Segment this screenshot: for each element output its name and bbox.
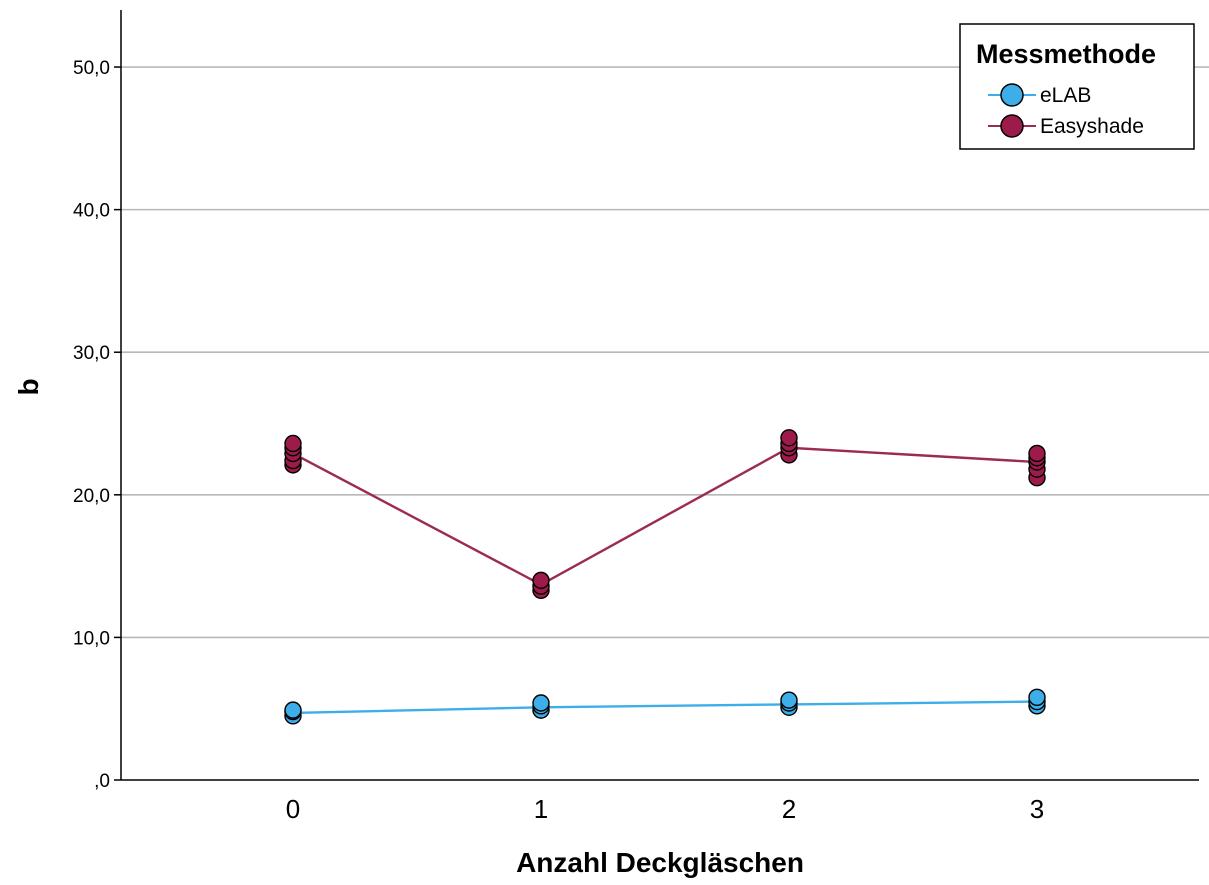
legend: Messmethode eLAB Easyshade — [959, 23, 1195, 150]
series-line-easyshade — [292, 446, 1038, 587]
x-tick-label: 0 — [286, 794, 300, 824]
data-point-easyshade — [284, 434, 302, 453]
legend-label-easyshade: Easyshade — [1040, 115, 1144, 138]
data-point-elab — [284, 701, 302, 719]
legend-item-easyshade: Easyshade — [988, 114, 1144, 138]
data-point-elab — [780, 691, 798, 709]
data-point-easyshade — [1028, 444, 1046, 463]
y-tick-label: 50,0 — [73, 58, 110, 79]
legend-item-elab: eLAB — [988, 83, 1091, 107]
x-tick-labels: 0 1 2 3 — [286, 794, 1044, 824]
x-axis-title: Anzahl Deckgläschen — [516, 847, 804, 878]
data-point-elab — [532, 694, 550, 712]
y-tick-labels: ,0 10,0 20,0 30,0 40,0 50,0 — [73, 58, 121, 792]
y-tick-label: 20,0 — [73, 486, 110, 507]
series-line-elab — [292, 700, 1038, 715]
legend-marker-easyshade — [1000, 114, 1024, 138]
series-lines — [292, 446, 1038, 715]
legend-title: Messmethode — [976, 39, 1156, 69]
axes — [120, 10, 1199, 781]
data-points — [284, 429, 1046, 725]
y-tick-label: 40,0 — [73, 201, 110, 222]
legend-marker-elab — [1000, 83, 1024, 107]
y-axis-title: b — [13, 378, 44, 395]
data-point-easyshade — [532, 571, 550, 590]
x-tick-label: 2 — [782, 794, 796, 824]
legend-box — [959, 23, 1195, 150]
y-tick-label: 30,0 — [73, 343, 110, 364]
x-tick-label: 1 — [534, 794, 548, 824]
x-tick-label: 3 — [1030, 794, 1044, 824]
data-point-elab — [1028, 688, 1046, 706]
data-point-easyshade — [780, 429, 798, 447]
gridlines — [121, 66, 1209, 639]
legend-label-elab: eLAB — [1040, 84, 1091, 107]
y-tick-label: ,0 — [94, 771, 110, 792]
y-tick-label: 10,0 — [73, 628, 110, 649]
